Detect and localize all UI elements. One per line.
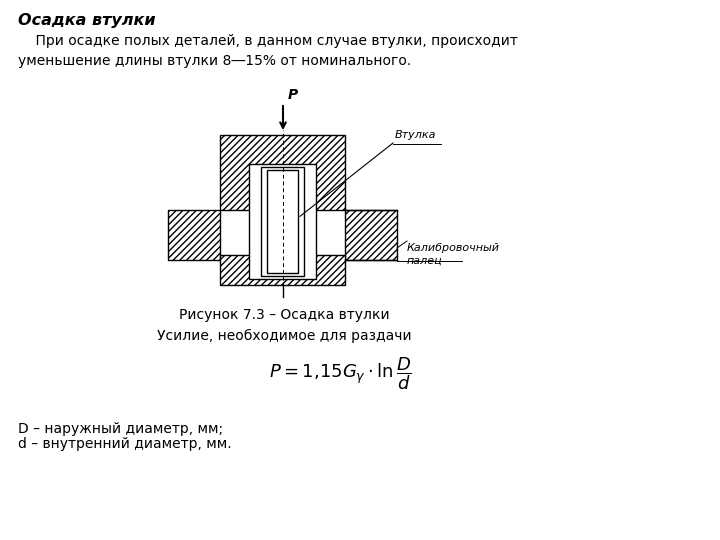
Text: Осадка втулки: Осадка втулки <box>18 13 156 28</box>
Bar <box>249 164 316 279</box>
Text: Калибровочный
палец: Калибровочный палец <box>407 243 500 265</box>
Text: $P = 1{,}15G_{\gamma} \cdot \ln\dfrac{D}{d}$: $P = 1{,}15G_{\gamma} \cdot \ln\dfrac{D}… <box>269 355 411 392</box>
Bar <box>267 170 298 273</box>
Text: P: P <box>288 88 298 102</box>
Text: Втулка: Втулка <box>395 130 436 140</box>
Text: При осадке полых деталей, в данном случае втулки, происходит
уменьшение длины вт: При осадке полых деталей, в данном случа… <box>18 34 518 68</box>
Text: d – внутренний диаметр, мм.: d – внутренний диаметр, мм. <box>18 437 232 451</box>
Bar <box>220 255 345 285</box>
Bar <box>345 210 397 260</box>
Text: Рисунок 7.3 – Осадка втулки: Рисунок 7.3 – Осадка втулки <box>179 308 390 322</box>
Bar <box>220 135 345 210</box>
Bar <box>168 210 220 260</box>
Text: Усилие, необходимое для раздачи: Усилие, необходимое для раздачи <box>157 329 411 343</box>
Text: D – наружный диаметр, мм;: D – наружный диаметр, мм; <box>18 422 223 436</box>
Bar <box>261 167 304 276</box>
